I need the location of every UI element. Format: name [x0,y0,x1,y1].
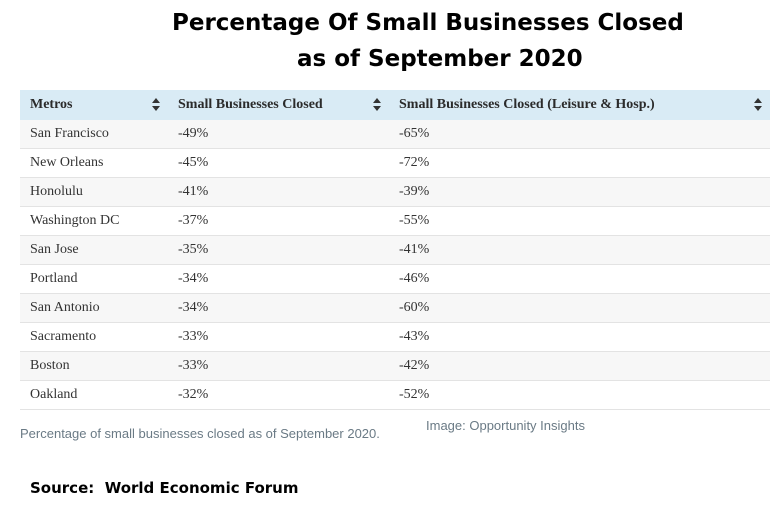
table-header-row: Metros Small Businesses Closed Small Bus… [20,90,770,120]
cell-small-businesses-closed: -41% [168,178,389,207]
column-header-metros[interactable]: Metros [20,90,168,120]
cell-metro: New Orleans [20,149,168,178]
cell-small-businesses-closed: -34% [168,294,389,323]
column-header-small-businesses-closed-leisure[interactable]: Small Businesses Closed (Leisure & Hosp.… [389,90,770,120]
table-body: San Francisco -49% -65% New Orleans -45% -72%… [20,120,770,410]
table-row: Oakland -32% -52% [20,381,770,410]
table-row: Sacramento -33% -43% [20,323,770,352]
table-row: San Antonio -34% -60% [20,294,770,323]
cell-leisure-hosp-closed: -41% [389,236,770,265]
figure-caption: Percentage of small businesses closed as… [20,426,380,441]
cell-metro: Sacramento [20,323,168,352]
cell-metro: Washington DC [20,207,168,236]
sort-icon[interactable] [754,98,762,112]
cell-leisure-hosp-closed: -43% [389,323,770,352]
cell-metro: San Francisco [20,120,168,149]
chart-title-line-1: Percentage Of Small Businesses Closed [172,6,684,40]
cell-metro: San Antonio [20,294,168,323]
table-row: San Jose -35% -41% [20,236,770,265]
cell-small-businesses-closed: -35% [168,236,389,265]
cell-small-businesses-closed: -49% [168,120,389,149]
table-row: Honolulu -41% -39% [20,178,770,207]
table-row: Boston -33% -42% [20,352,770,381]
image-credit: Image: Opportunity Insights [426,418,585,433]
cell-metro: San Jose [20,236,168,265]
cell-leisure-hosp-closed: -60% [389,294,770,323]
table-row: Portland -34% -46% [20,265,770,294]
cell-leisure-hosp-closed: -72% [389,149,770,178]
cell-leisure-hosp-closed: -39% [389,178,770,207]
cell-leisure-hosp-closed: -65% [389,120,770,149]
cell-small-businesses-closed: -32% [168,381,389,410]
cell-leisure-hosp-closed: -46% [389,265,770,294]
cell-small-businesses-closed: -33% [168,323,389,352]
column-header-small-businesses-closed[interactable]: Small Businesses Closed [168,90,389,120]
source-note: Source: World Economic Forum [30,479,298,497]
cell-leisure-hosp-closed: -52% [389,381,770,410]
cell-metro: Boston [20,352,168,381]
cell-metro: Honolulu [20,178,168,207]
metros-table: Metros Small Businesses Closed Small Bus… [20,90,770,410]
table-row: New Orleans -45% -72% [20,149,770,178]
cell-metro: Oakland [20,381,168,410]
cell-small-businesses-closed: -34% [168,265,389,294]
cell-leisure-hosp-closed: -55% [389,207,770,236]
sort-icon[interactable] [152,98,160,112]
cell-metro: Portland [20,265,168,294]
sort-icon[interactable] [373,98,381,112]
table-row: Washington DC -37% -55% [20,207,770,236]
column-header-label: Metros [30,97,73,112]
column-header-label: Small Businesses Closed [178,97,323,112]
column-header-label: Small Businesses Closed (Leisure & Hosp.… [399,97,655,112]
chart-title-line-2: as of September 2020 [297,42,583,76]
table-row: San Francisco -49% -65% [20,120,770,149]
cell-small-businesses-closed: -37% [168,207,389,236]
cell-small-businesses-closed: -45% [168,149,389,178]
cell-small-businesses-closed: -33% [168,352,389,381]
cell-leisure-hosp-closed: -42% [389,352,770,381]
